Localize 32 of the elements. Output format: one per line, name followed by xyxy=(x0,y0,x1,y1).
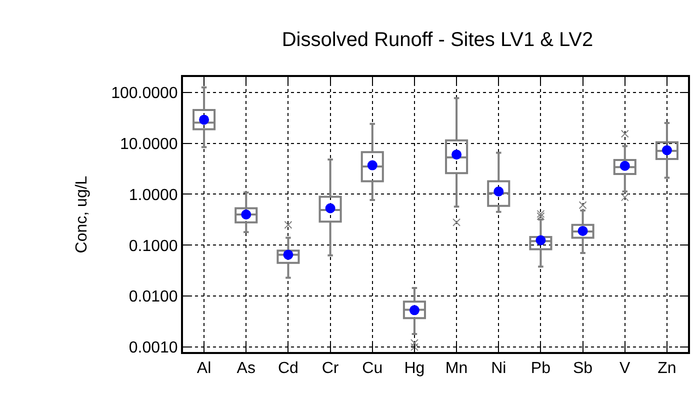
y-tick-label: 1.0000 xyxy=(128,186,178,204)
x-tick-label: Cu xyxy=(362,360,383,378)
x-tick-label: Cd xyxy=(278,360,298,378)
y-tick-label: 100.0000 xyxy=(111,84,178,102)
y-tick-label: 0.0100 xyxy=(128,288,178,306)
x-tick-label: As xyxy=(236,360,256,378)
point xyxy=(283,250,294,260)
point xyxy=(367,160,378,170)
point xyxy=(452,150,462,160)
point xyxy=(662,145,672,156)
chart-title: Dissolved Runoff - Sites LV1 & LV2 xyxy=(282,29,594,52)
y-tick-label: 0.1000 xyxy=(128,238,178,255)
x-tick-label: Mn xyxy=(445,360,468,378)
x-tick-label: Ni xyxy=(491,360,506,378)
point xyxy=(325,203,336,214)
point xyxy=(620,160,630,171)
point xyxy=(578,226,588,236)
point xyxy=(199,114,210,125)
x-tick-label: Zn xyxy=(658,360,676,378)
point xyxy=(536,235,546,246)
x-tick-label: Hg xyxy=(404,360,425,378)
x-tick-label: V xyxy=(620,360,631,378)
y-tick-label: 10.0000 xyxy=(120,136,178,153)
point xyxy=(409,305,420,316)
x-tick-label: Sb xyxy=(573,360,593,378)
point xyxy=(241,210,252,220)
y-axis-title: Conc, ug/L xyxy=(73,176,90,254)
point xyxy=(494,186,504,197)
y-tick-label: 0.0010 xyxy=(128,340,178,357)
x-tick-label: Cr xyxy=(322,360,340,378)
x-tick-label: Al xyxy=(196,360,212,378)
x-tick-label: Pb xyxy=(530,360,551,378)
